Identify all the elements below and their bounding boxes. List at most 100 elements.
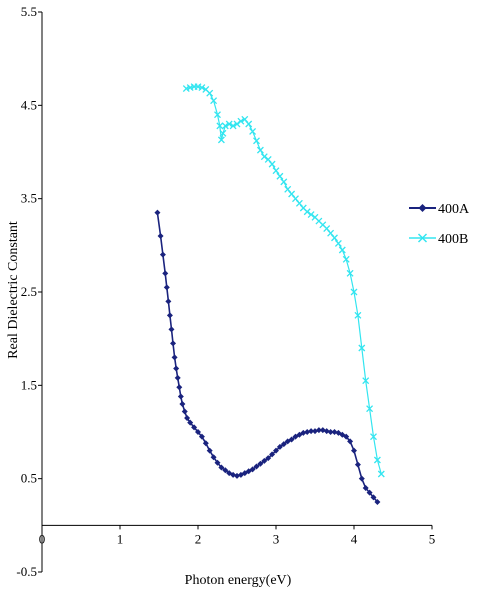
data-point-400A — [166, 312, 173, 319]
data-point-400B — [342, 255, 350, 263]
data-point-400B — [210, 97, 218, 105]
data-point-400B — [331, 234, 338, 242]
data-point-400A — [218, 464, 225, 471]
data-point-400A — [179, 401, 186, 407]
data-point-400A — [265, 455, 272, 462]
legend-label-400A: 400A — [438, 202, 470, 217]
x-tick-label: 2 — [195, 531, 202, 546]
data-point-400B — [249, 128, 257, 135]
data-point-400A — [184, 415, 191, 421]
data-point-400A — [308, 428, 315, 435]
y-tick-label: -0.5 — [16, 564, 37, 579]
data-point-400A — [249, 466, 256, 473]
x-tick-label: 0 — [39, 531, 46, 546]
data-point-400B — [272, 167, 280, 175]
tick-labels: -0.5 0.5 1.5 2.5 3.5 4.5 5.5 0 1 2 3 4 5 — [16, 4, 435, 579]
data-point-400B — [221, 122, 229, 130]
data-point-400B — [362, 377, 370, 385]
data-point-400B — [373, 456, 381, 464]
legend: 400A 400B — [409, 202, 470, 247]
legend-marker-400B — [417, 233, 428, 243]
y-axis-title: Real Dielectric Constant — [6, 221, 21, 359]
data-point-400B — [366, 405, 374, 413]
data-point-400A — [214, 459, 221, 466]
data-point-400B — [206, 89, 214, 97]
series-line-400B — [186, 86, 382, 475]
data-point-400B — [377, 470, 385, 478]
data-point-400A — [288, 436, 295, 443]
x-tick-label: 5 — [429, 531, 436, 546]
data-point-400B — [256, 146, 264, 154]
data-point-400B — [307, 211, 315, 218]
data-point-400A — [187, 419, 194, 426]
data-point-400B — [303, 208, 311, 216]
data-point-400B — [198, 84, 206, 92]
data-point-400A — [366, 489, 373, 496]
data-point-400A — [362, 485, 369, 491]
data-point-400B — [253, 137, 260, 145]
y-tick-label: 0.5 — [21, 471, 37, 486]
data-point-400A — [343, 433, 350, 440]
data-point-400B — [214, 111, 221, 119]
data-point-400A — [210, 454, 217, 461]
data-point-400B — [216, 122, 224, 130]
data-point-400B — [280, 178, 288, 186]
data-point-400A — [170, 340, 177, 347]
data-point-400B — [260, 153, 268, 161]
data-point-400A — [181, 408, 188, 415]
data-point-400B — [276, 172, 284, 180]
data-point-400A — [176, 384, 183, 391]
y-tick-label: 3.5 — [21, 191, 37, 206]
data-point-400A — [280, 441, 287, 448]
data-point-400A — [327, 429, 334, 435]
data-point-400B — [217, 136, 225, 144]
data-point-400B — [237, 117, 245, 125]
data-point-400A — [315, 427, 322, 434]
data-point-400A — [163, 284, 170, 291]
series-400B — [182, 83, 385, 478]
data-point-400A — [168, 326, 175, 333]
x-tick-label: 4 — [351, 531, 358, 546]
data-point-400B — [354, 311, 362, 319]
data-point-400A — [195, 429, 201, 435]
data-point-400A — [269, 451, 276, 458]
data-point-400B — [225, 120, 233, 128]
data-point-400A — [157, 233, 164, 239]
data-point-400B — [219, 129, 227, 137]
data-point-400A — [358, 475, 365, 482]
data-point-400A — [261, 457, 268, 464]
data-point-400B — [350, 288, 358, 296]
data-point-400A — [174, 374, 181, 381]
data-point-400B — [358, 344, 366, 352]
data-point-400B — [334, 240, 342, 247]
data-point-400A — [276, 443, 283, 450]
data-point-400B — [229, 122, 237, 130]
data-point-400A — [370, 494, 377, 501]
data-point-400A — [374, 499, 381, 505]
data-point-400A — [154, 209, 161, 216]
data-point-400A — [347, 438, 354, 445]
data-point-400A — [162, 270, 169, 277]
axes — [38, 11, 433, 573]
x-axis-title: Photon energy(eV) — [185, 573, 292, 588]
data-point-400A — [159, 251, 166, 258]
legend-marker-400A — [418, 204, 427, 212]
series-400A — [154, 209, 381, 505]
data-point-400A — [202, 440, 209, 447]
data-point-400B — [245, 120, 253, 128]
data-point-400A — [173, 365, 180, 372]
data-point-400A — [257, 460, 264, 467]
y-tick-label: 1.5 — [21, 377, 37, 392]
data-point-400A — [177, 393, 184, 400]
data-point-400B — [338, 246, 346, 254]
x-tick-label: 1 — [117, 531, 124, 546]
series-layer — [154, 83, 385, 505]
legend-label-400B: 400B — [438, 232, 468, 247]
data-point-400A — [354, 461, 361, 468]
data-point-400A — [222, 467, 229, 474]
data-point-400A — [351, 447, 357, 454]
data-point-400A — [206, 447, 213, 454]
data-point-400A — [165, 298, 172, 305]
y-tick-label: 2.5 — [21, 284, 37, 299]
